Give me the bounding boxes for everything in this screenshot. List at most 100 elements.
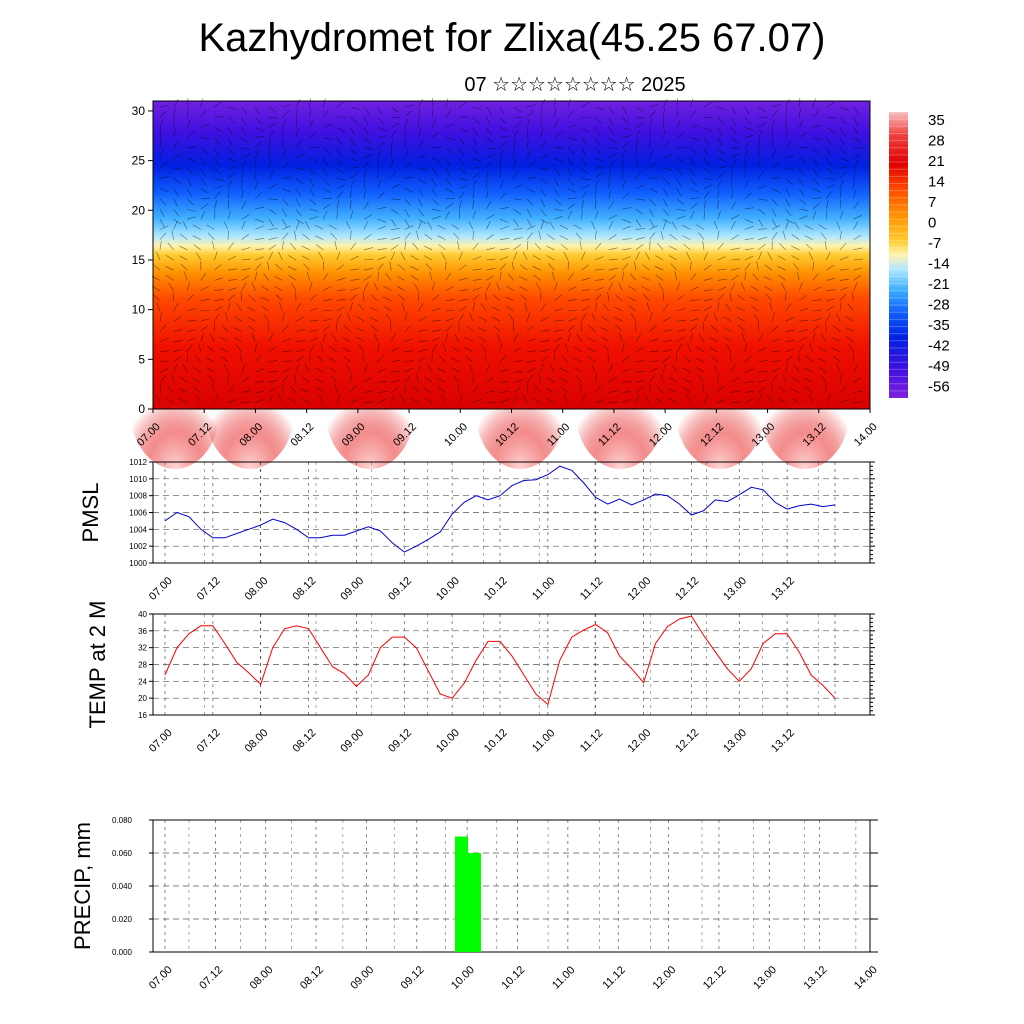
wind-barb (576, 334, 582, 342)
wind-barb (848, 344, 854, 352)
wind-barb (703, 127, 712, 133)
wind-barb (567, 137, 577, 141)
wind-barb (268, 184, 277, 189)
wind-barb (744, 159, 746, 169)
wind-barb (282, 240, 284, 250)
wind-barb (227, 255, 237, 261)
wind-barb (839, 116, 847, 124)
wind-barb (336, 178, 346, 181)
wind-barb (790, 245, 800, 251)
wind-barb (744, 226, 754, 230)
wind-barb (622, 398, 631, 404)
wind-barb (306, 271, 310, 281)
wind-barb (649, 149, 654, 159)
wind-barb (254, 180, 259, 189)
wind-barb (499, 116, 507, 125)
wind-barb (223, 221, 229, 230)
wind-barb (173, 220, 178, 230)
wind-barb (486, 179, 488, 189)
wind-barb (458, 147, 464, 156)
wind-barb (323, 137, 333, 140)
wind-barb (241, 376, 250, 383)
wind-barb (404, 350, 414, 353)
wind-barb (282, 350, 292, 353)
wind-barb (717, 166, 727, 169)
wind-barb (551, 271, 555, 281)
wind-barb (753, 313, 759, 322)
wind-barb (423, 245, 433, 251)
wind-barb (554, 147, 564, 149)
wind-barb (431, 188, 437, 197)
wind-barb (369, 316, 378, 322)
wind-barb (676, 336, 685, 342)
wind-barb (182, 221, 188, 230)
wind-barb (159, 360, 169, 363)
wind-barb (826, 127, 835, 133)
wind-barb (744, 238, 754, 240)
wind-barb (404, 149, 409, 159)
y-tick-label: 16 (138, 711, 147, 720)
wind-barb (214, 185, 223, 189)
wind-barb (853, 179, 855, 189)
wind-barb (744, 141, 752, 149)
wind-barb (540, 108, 543, 118)
wind-barb (513, 129, 519, 138)
wind-barb (717, 147, 724, 155)
wind-barb (268, 170, 274, 179)
wind-barb (824, 240, 827, 250)
wind-barb (703, 313, 709, 322)
wind-barb (315, 244, 324, 251)
wind-barb (690, 309, 700, 312)
wind-barb (350, 106, 360, 110)
wind-barb (567, 273, 574, 281)
wind-barb (581, 289, 591, 291)
wind-barb (486, 106, 492, 115)
wind-barb (804, 235, 813, 240)
wind-barb (363, 147, 373, 150)
wind-barb (730, 221, 736, 230)
wind-barb (818, 224, 827, 230)
wind-barb (459, 178, 469, 181)
wind-barb (554, 188, 560, 197)
wind-barb (458, 251, 463, 261)
wind-barb (330, 375, 338, 383)
wind-barb (255, 206, 265, 210)
wind-barb (511, 261, 514, 271)
wind-barb (771, 162, 780, 169)
wind-barb (454, 333, 460, 342)
wind-barb (717, 180, 722, 189)
wind-barb (251, 282, 256, 291)
wind-barb (731, 147, 741, 149)
wind-barb (295, 118, 297, 128)
wind-barb (635, 170, 642, 179)
wind-barb (676, 97, 678, 108)
wind-barb (744, 248, 754, 251)
wind-barb (853, 377, 862, 383)
wind-barb (635, 379, 645, 383)
wind-barb (445, 188, 454, 193)
wind-barb (295, 363, 300, 373)
wind-barb (526, 128, 529, 138)
wind-barb (839, 171, 847, 179)
wind-barb (513, 106, 522, 113)
wind-barb (369, 306, 378, 312)
wind-barb (390, 159, 394, 169)
wind-barb (227, 373, 230, 383)
wind-barb (547, 234, 555, 240)
wind-barb (581, 298, 591, 302)
wind-barb (486, 127, 492, 136)
wind-barb (554, 97, 556, 108)
wind-barb (295, 188, 302, 197)
wind-barb (171, 373, 174, 383)
wind-barb (187, 131, 195, 138)
wind-barb (526, 198, 534, 206)
wind-barb (196, 394, 202, 403)
wind-barb (431, 308, 441, 312)
wind-barb (342, 347, 351, 353)
wind-barb (608, 364, 614, 373)
wind-barb (798, 343, 805, 352)
wind-barb (486, 247, 496, 251)
wind-barb (717, 286, 727, 291)
wind-barb (853, 153, 862, 159)
wind-barb (676, 198, 684, 205)
